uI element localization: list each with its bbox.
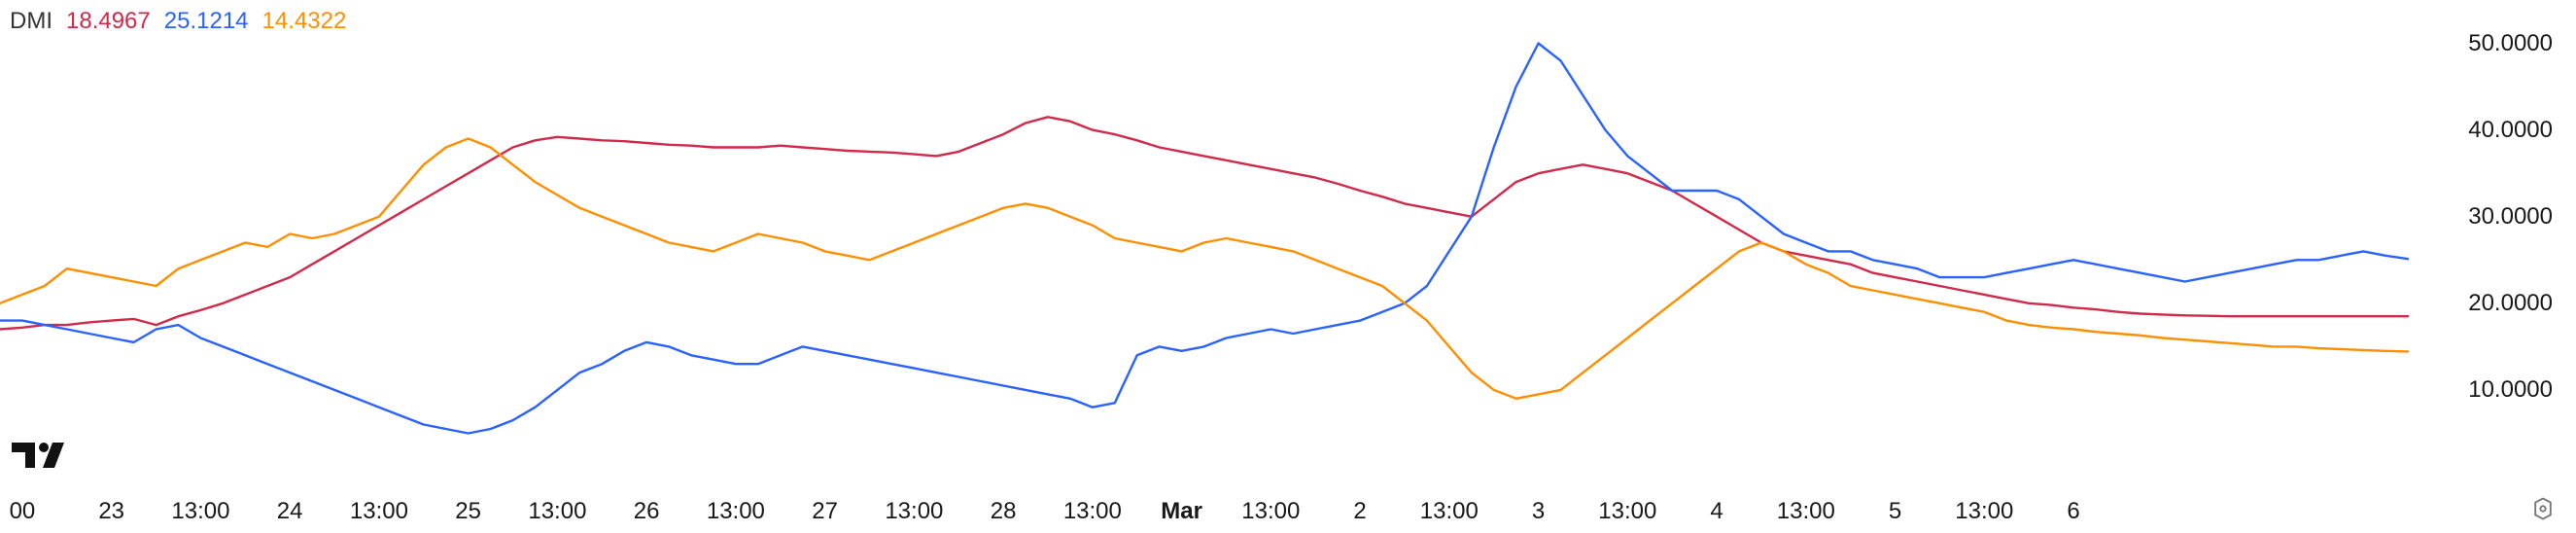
x-tick-label: 3 [1532,498,1545,525]
x-axis: 002313:002413:002513:002613:002713:00281… [0,490,2576,533]
x-tick-label: 26 [634,498,660,525]
x-tick-label: 5 [1889,498,1901,525]
y-tick-label: 20.0000 [2468,290,2553,317]
y-tick-label: 40.0000 [2468,117,2553,144]
x-tick-label: 27 [812,498,838,525]
x-tick-label: 13:00 [1241,498,1300,525]
x-tick-label: 13:00 [528,498,586,525]
x-tick-label: 2 [1353,498,1366,525]
x-tick-label: 28 [991,498,1017,525]
x-tick-label: 13:00 [350,498,408,525]
x-tick-label: 24 [277,498,303,525]
x-tick-label: 13:00 [1777,498,1835,525]
x-tick-label: 25 [455,498,481,525]
x-tick-label: 13:00 [171,498,229,525]
chart-plot [0,0,2430,477]
x-tick-label: 13:00 [707,498,765,525]
y-tick-label: 30.0000 [2468,203,2553,231]
series-plus_di [0,44,2408,434]
settings-gear-icon[interactable] [2529,495,2557,527]
x-tick-label: 4 [1710,498,1723,525]
x-tick-label: 13:00 [1598,498,1656,525]
x-tick-label: 6 [2067,498,2079,525]
series-minus_di [0,139,2408,399]
x-tick-label: 13:00 [1063,498,1122,525]
x-tick-label: 23 [98,498,124,525]
tradingview-logo-icon [12,443,66,475]
x-tick-label: 13:00 [1420,498,1479,525]
dmi-chart: DMI 18.4967 25.1214 14.4322 10.000020.00… [0,0,2576,533]
x-tick-label: 00 [10,498,36,525]
x-tick-label: Mar [1161,498,1202,525]
y-tick-label: 10.0000 [2468,376,2553,404]
x-tick-label: 13:00 [885,498,943,525]
y-tick-label: 50.0000 [2468,30,2553,57]
x-tick-label: 13:00 [1955,498,2013,525]
